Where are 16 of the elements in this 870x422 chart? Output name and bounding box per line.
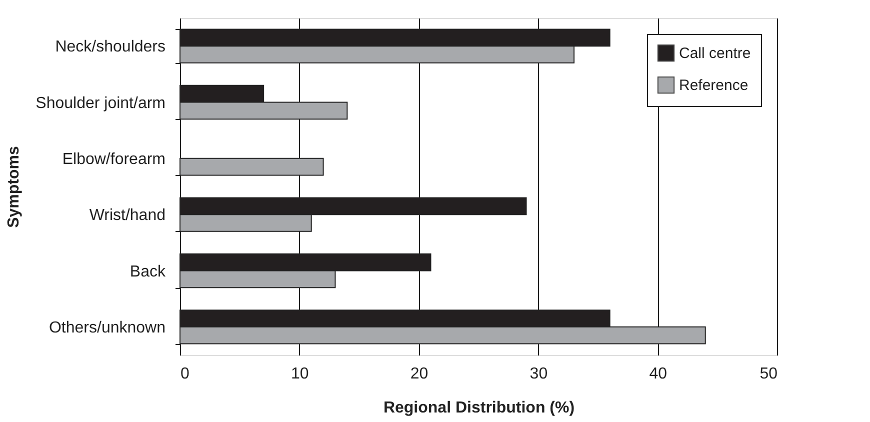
x-tick-label: 30 bbox=[530, 366, 548, 382]
x-tick-label: 50 bbox=[760, 366, 778, 382]
x-tick-label: 20 bbox=[410, 366, 428, 382]
x-tick-label: 0 bbox=[180, 366, 190, 382]
y-tick-label: Back bbox=[130, 263, 166, 280]
y-axis-title: Symptoms bbox=[6, 146, 23, 228]
x-tick-label: 10 bbox=[291, 366, 309, 382]
y-tick-label: Neck/shoulders bbox=[55, 38, 166, 56]
legend-label: Call centre bbox=[679, 45, 751, 62]
y-tick-label: Elbow/forearm bbox=[62, 150, 166, 168]
y-tick-label: Shoulder joint/arm bbox=[36, 94, 166, 112]
y-tick-label: Others/unknown bbox=[48, 319, 166, 336]
legend-label: Reference bbox=[679, 77, 748, 94]
x-axis-title: Regional Distribution (%) bbox=[383, 400, 575, 416]
x-tick-label: 40 bbox=[649, 366, 668, 382]
y-tick-label: Wrist/hand bbox=[89, 207, 166, 224]
